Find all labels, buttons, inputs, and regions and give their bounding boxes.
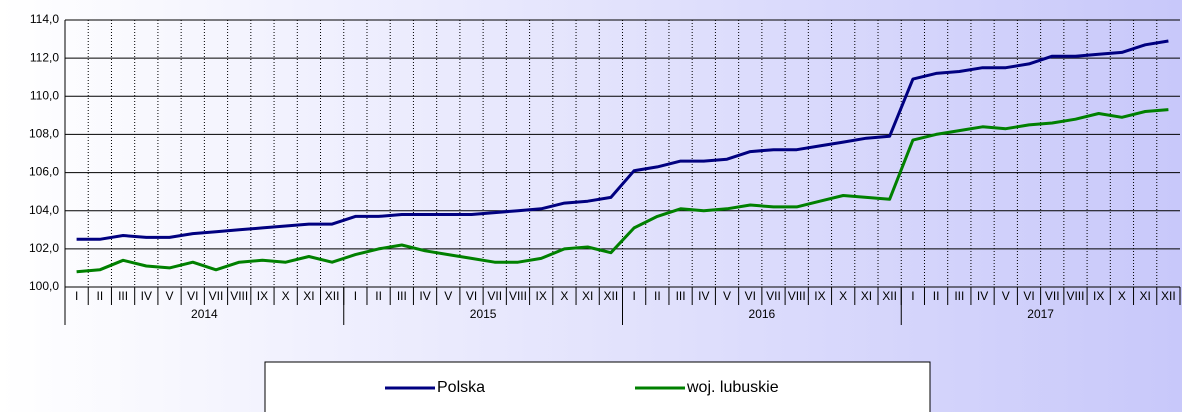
x-tick-label: I: [911, 289, 914, 303]
x-tick-label: IV: [141, 289, 152, 303]
group-label: 2014: [191, 307, 218, 321]
x-tick-label: X: [839, 289, 847, 303]
y-tick-label: 106,0: [29, 165, 59, 179]
x-tick-label: VI: [1023, 289, 1034, 303]
series-line: [76, 108, 1169, 274]
x-tick-label: I: [354, 289, 357, 303]
x-tick-label: IX: [257, 289, 268, 303]
legend-label: Polska: [437, 379, 485, 396]
x-tick-label: II: [375, 289, 382, 303]
x-tick-label: VIII: [788, 289, 806, 303]
x-tick-label: XII: [325, 289, 340, 303]
axes: 100,0 102,0 104,0 106,0 108,0 110,0 112,0 114,0…: [29, 12, 1181, 325]
x-tick-label: III: [954, 289, 964, 303]
x-tick-label: XI: [303, 289, 314, 303]
x-tick-label: IX: [814, 289, 825, 303]
group-label: 2016: [749, 307, 776, 321]
x-tick-label: IX: [536, 289, 547, 303]
x-tick-label: VIII: [1066, 289, 1084, 303]
x-tick-label: XI: [582, 289, 593, 303]
x-tick-label: VI: [745, 289, 756, 303]
x-tick-label: XII: [604, 289, 619, 303]
x-tick-label: VII: [487, 289, 502, 303]
y-tick-label: 112,0: [30, 50, 59, 64]
x-tick-label: V: [166, 289, 174, 303]
x-tick-label: XII: [1161, 289, 1176, 303]
y-tick-label: 100,0: [29, 279, 59, 293]
x-tick-label: I: [632, 289, 635, 303]
group-label: 2015: [470, 307, 497, 321]
y-tick-label: 102,0: [29, 241, 59, 255]
x-tick-label: III: [118, 289, 128, 303]
y-tick-label: 104,0: [29, 203, 59, 217]
lines: [76, 39, 1169, 274]
x-tick-label: VI: [187, 289, 198, 303]
x-tick-label: V: [723, 289, 731, 303]
x-tick-label: XI: [861, 289, 872, 303]
x-tick-label: II: [654, 289, 661, 303]
group-label: 2017: [1027, 307, 1054, 321]
x-tick-label: X: [1118, 289, 1126, 303]
x-tick-label: IX: [1093, 289, 1104, 303]
x-tick-label: X: [282, 289, 290, 303]
legend: Polska woj. lubuskie: [385, 379, 779, 396]
x-tick-label: VIII: [509, 289, 527, 303]
x-tick-label: IV: [977, 289, 988, 303]
y-tick-label: 114,0: [30, 12, 59, 26]
x-tick-label: II: [97, 289, 104, 303]
x-tick-label: V: [444, 289, 452, 303]
x-tick-label: III: [397, 289, 407, 303]
x-tick-label: IV: [698, 289, 709, 303]
x-tick-label: VII: [1045, 289, 1060, 303]
x-tick-label: VII: [209, 289, 224, 303]
x-tick-label: XI: [1139, 289, 1150, 303]
y-tick-label: 108,0: [29, 127, 59, 141]
legend-label: woj. lubuskie: [686, 379, 779, 396]
x-tick-label: X: [560, 289, 568, 303]
x-tick-label: III: [676, 289, 686, 303]
x-tick-label: I: [75, 289, 78, 303]
x-tick-label: VI: [466, 289, 477, 303]
grid: [65, 19, 1180, 288]
x-tick-label: II: [933, 289, 940, 303]
x-tick-label: VII: [766, 289, 781, 303]
x-tick-label: IV: [419, 289, 430, 303]
x-tick-label: VIII: [230, 289, 248, 303]
x-tick-label: V: [1002, 289, 1010, 303]
y-tick-label: 110,0: [30, 88, 59, 102]
series-line: [76, 39, 1169, 241]
legend-box: [264, 361, 931, 415]
x-tick-label: XII: [882, 289, 897, 303]
